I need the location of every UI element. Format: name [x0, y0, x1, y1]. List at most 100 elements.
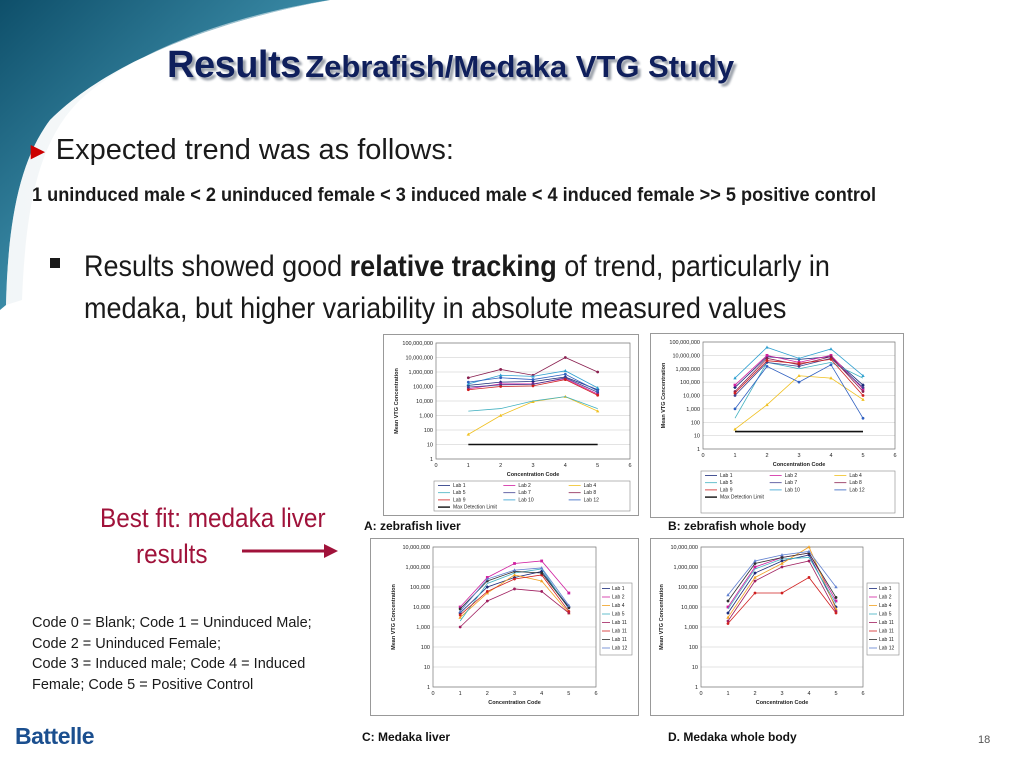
- legend-label: Lab 4: [849, 473, 862, 479]
- data-point: [512, 573, 517, 577]
- x-axis-label: Concentration Code: [507, 472, 560, 478]
- legend-label: Lab 2: [612, 595, 625, 601]
- legend-label: Lab 11: [879, 637, 894, 643]
- data-point: [499, 376, 503, 380]
- data-point: [563, 356, 567, 359]
- caption-d: D. Medaka whole body: [668, 730, 797, 744]
- data-point: [753, 562, 757, 565]
- data-point: [567, 606, 571, 610]
- x-tick-label: 0: [699, 691, 702, 697]
- data-point: [726, 622, 730, 625]
- data-point: [466, 382, 471, 386]
- y-tick-label: 100: [689, 645, 698, 651]
- y-tick-label: 1,000: [419, 414, 433, 420]
- data-point: [458, 605, 462, 609]
- data-point: [466, 380, 470, 384]
- data-point: [563, 378, 567, 381]
- data-point: [498, 373, 503, 377]
- data-point: [797, 356, 801, 360]
- y-tick-label: 1: [697, 447, 700, 453]
- data-point: [861, 390, 865, 393]
- legend-box: [599, 582, 633, 656]
- y-tick-label: 1,000,000: [409, 370, 433, 376]
- data-point: [780, 565, 784, 569]
- x-tick-label: 3: [513, 691, 516, 697]
- data-point: [567, 591, 571, 595]
- triangle-bullet-icon: ►: [26, 138, 50, 165]
- x-tick-label: 5: [834, 691, 837, 697]
- legend-label: Lab 2: [785, 473, 798, 479]
- chart-c-svg: 1101001,00010,000100,0001,000,00010,000,…: [391, 545, 633, 706]
- legend-label: Lab 10: [518, 497, 534, 503]
- series-line: [459, 574, 570, 616]
- y-tick-label: 100,000: [678, 585, 698, 591]
- y-tick-label: 100: [424, 428, 433, 434]
- legend-label: Lab 11: [612, 620, 627, 626]
- page-number: 18: [978, 734, 991, 746]
- x-tick-label: 0: [431, 691, 434, 697]
- results-text-post: of trend, particularly in medaka, but hi…: [84, 250, 830, 325]
- data-point: [540, 571, 544, 575]
- data-point: [458, 615, 462, 619]
- chart-b-zebrafish-whole-body: 1 10 100 1,000 10,000 100,000 1,000,000 10,000,…: [650, 333, 904, 518]
- arrow-right-icon: [242, 544, 338, 558]
- legend-label: Lab 4: [584, 483, 597, 489]
- data-point: [780, 591, 784, 595]
- legend-label: Lab 9: [453, 497, 466, 503]
- legend-label: Lab 5: [879, 612, 892, 618]
- legend-label: Lab 12: [612, 646, 628, 652]
- plot-frame: [702, 341, 896, 450]
- legend-label: Lab 10: [785, 487, 801, 493]
- title-main: Results: [167, 44, 301, 86]
- code-line-1: Code 0 = Blank; Code 1 = Uninduced Male;: [32, 615, 312, 631]
- x-tick-label: 1: [733, 453, 736, 459]
- best-fit-callout: Best fit: medaka liver results: [100, 500, 326, 572]
- data-point: [466, 432, 471, 436]
- bullet-expected-trend: ► Expected trend was as follows:: [26, 134, 454, 167]
- x-tick-label: 4: [564, 463, 567, 469]
- legend-label: Lab 12: [584, 497, 600, 503]
- y-tick-label: 100,000: [413, 385, 433, 391]
- x-tick-label: 6: [861, 691, 864, 697]
- legend-label: Lab 11: [879, 620, 894, 626]
- x-tick-label: 0: [701, 453, 704, 459]
- best-fit-line2: results: [136, 539, 208, 569]
- data-point: [531, 378, 535, 381]
- data-point: [458, 625, 462, 629]
- bullet-expected-trend-text: Expected trend was as follows:: [55, 134, 454, 166]
- data-point: [726, 619, 730, 623]
- data-point: [567, 610, 571, 613]
- series-line: [727, 557, 837, 610]
- data-point: [807, 549, 811, 553]
- data-point: [485, 599, 489, 603]
- y-tick-label: 10,000,000: [672, 353, 700, 359]
- data-point: [733, 407, 737, 411]
- legend-label: Lab 11: [612, 629, 627, 635]
- legend-label: Lab 12: [879, 646, 895, 652]
- legend-label: Lab 4: [612, 603, 625, 609]
- data-point: [726, 615, 730, 619]
- data-point: [540, 590, 544, 593]
- y-tick-label: 10: [427, 443, 433, 449]
- data-point: [726, 599, 730, 603]
- chart-a-zebrafish-liver: 1 10 100 1,000 10,000 100,000 1,000,000 10,000,…: [383, 334, 639, 516]
- series-line: [468, 396, 598, 412]
- data-point: [726, 593, 730, 597]
- legend-label: Lab 11: [879, 629, 894, 635]
- data-point: [733, 376, 737, 380]
- data-point: [733, 383, 737, 387]
- y-axis-label: Mean VTG Concentration: [659, 584, 665, 650]
- series-line: [734, 364, 864, 419]
- legend-label: Lab 7: [785, 480, 798, 486]
- title-sub: Zebrafish/Medaka VTG Study: [305, 49, 735, 84]
- data-point: [596, 370, 600, 374]
- y-tick-label: 100,000: [410, 585, 430, 591]
- data-point: [539, 566, 544, 570]
- legend-label: Lab 11: [612, 637, 627, 643]
- page-title: Results Zebrafish/Medaka VTG Study: [167, 44, 734, 87]
- plot-frame: [700, 546, 864, 688]
- y-axis-label: Mean VTG Concentration: [661, 362, 667, 428]
- data-point: [499, 385, 503, 388]
- y-axis-label: Mean VTG Concentration: [391, 584, 397, 650]
- x-tick-label: 6: [628, 463, 631, 469]
